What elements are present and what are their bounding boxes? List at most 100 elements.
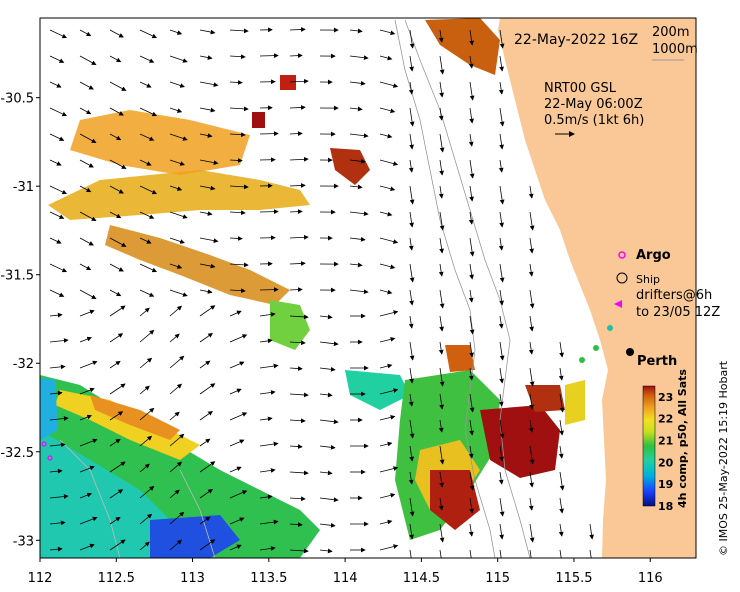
- current-vector: [289, 105, 306, 110]
- current-vector: [469, 497, 474, 514]
- current-vector: [229, 236, 243, 241]
- current-vector: [469, 471, 475, 491]
- current-vector: [49, 416, 69, 421]
- argo-float: [41, 441, 47, 447]
- sst-yellow-front: [55, 390, 200, 460]
- current-vector: [409, 445, 414, 462]
- current-vector: [469, 341, 474, 358]
- current-vector: [319, 419, 339, 425]
- current-vector: [499, 55, 504, 72]
- current-vector: [498, 549, 504, 558]
- ship-marker: [616, 272, 628, 284]
- current-vector: [199, 159, 219, 166]
- current-vector: [109, 305, 126, 317]
- current-vector: [169, 289, 188, 297]
- current-vector: [169, 107, 183, 113]
- current-vector: [49, 159, 62, 166]
- map-title: 22-May-2022 16Z: [514, 32, 638, 48]
- current-vector: [408, 81, 414, 95]
- current-vector: [379, 133, 393, 139]
- current-vector: [409, 55, 414, 72]
- current-vector: [408, 549, 414, 558]
- current-vector: [379, 159, 399, 166]
- current-vector: [79, 465, 95, 473]
- current-vector: [259, 494, 273, 500]
- current-vector: [438, 29, 444, 43]
- current-vector: [49, 211, 65, 219]
- current-vector: [259, 312, 276, 317]
- current-vector: [139, 407, 155, 421]
- x-tick-label: 112: [28, 571, 53, 586]
- current-vector: [169, 263, 183, 269]
- current-vector: [229, 412, 248, 421]
- current-vector: [49, 289, 65, 297]
- drifter-position: [579, 357, 585, 363]
- current-vector: [49, 81, 62, 88]
- current-vector: [139, 513, 153, 525]
- current-vector: [49, 468, 63, 474]
- current-vector: [499, 367, 504, 384]
- sst-far-left-edge: [40, 378, 58, 440]
- current-vector: [79, 55, 97, 65]
- current-vector: [169, 133, 188, 141]
- current-vector: [499, 341, 505, 361]
- current-vector: [499, 497, 505, 517]
- current-vector: [439, 471, 444, 488]
- current-vector: [379, 107, 396, 114]
- current-vector: [109, 81, 127, 91]
- x-tick-label: 115: [485, 571, 510, 586]
- current-vector: [229, 54, 246, 60]
- current-vector: [529, 289, 535, 309]
- sst-mid-green: [270, 300, 310, 350]
- current-vector: [439, 81, 444, 98]
- perth-marker: [626, 348, 634, 356]
- current-vector: [559, 419, 564, 436]
- current-vector: [109, 461, 126, 473]
- current-vector: [559, 341, 564, 358]
- current-vector: [169, 185, 183, 191]
- y-tick-label: -33: [13, 534, 34, 549]
- drifter-marker: [614, 300, 622, 308]
- current-vector: [289, 234, 309, 240]
- isobath-offshore-1: [59, 439, 121, 558]
- current-vector: [349, 236, 366, 242]
- isobath-1000m: [394, 19, 496, 558]
- current-vector: [139, 133, 155, 141]
- current-vector: [439, 237, 444, 254]
- current-vector: [49, 338, 69, 343]
- current-vector: [139, 463, 150, 473]
- current-vector: [199, 185, 216, 191]
- current-vector: [379, 363, 393, 369]
- current-vector: [259, 441, 279, 447]
- current-vector: [109, 237, 127, 247]
- current-vector: [49, 55, 65, 63]
- current-vector: [169, 237, 185, 244]
- current-vector: [49, 263, 68, 273]
- current-vector: [468, 523, 474, 537]
- sst-band-top: [70, 110, 250, 175]
- current-vector: [139, 485, 155, 499]
- current-vector: [289, 496, 306, 502]
- current-vector: [469, 549, 472, 558]
- colorbar-tick-label: 21: [658, 435, 673, 448]
- current-vector: [528, 185, 534, 199]
- current-vector: [199, 107, 216, 113]
- current-vector: [79, 29, 92, 37]
- current-vector: [289, 131, 303, 136]
- current-vector: [349, 211, 369, 217]
- current-vector: [349, 289, 369, 295]
- current-vector: [109, 133, 122, 141]
- current-vector: [559, 549, 562, 558]
- current-vector: [49, 312, 63, 318]
- current-vector: [199, 539, 216, 551]
- current-vector: [319, 314, 333, 320]
- current-vector: [49, 133, 65, 141]
- current-vector: [289, 53, 303, 58]
- current-vector: [319, 444, 336, 450]
- current-vector: [79, 107, 92, 115]
- current-vector: [289, 78, 309, 84]
- current-vector: [259, 363, 279, 369]
- current-vector: [139, 541, 150, 551]
- current-vector: [379, 263, 396, 270]
- current-vector: [439, 445, 445, 465]
